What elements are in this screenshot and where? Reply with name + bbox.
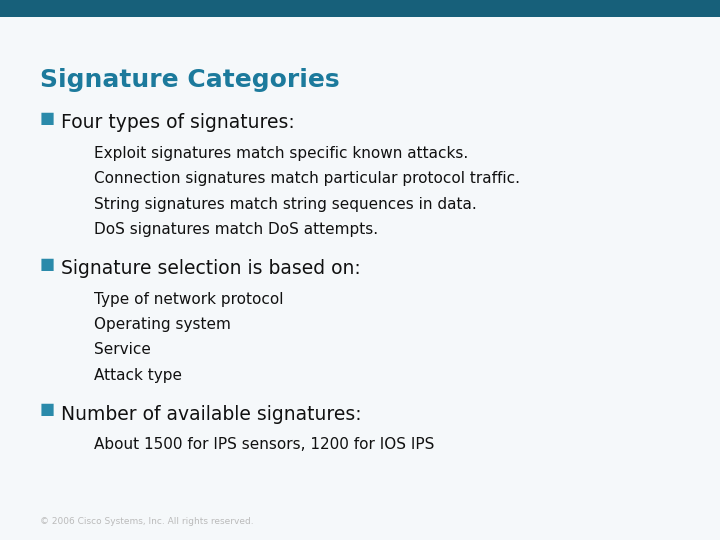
Text: ■: ■	[40, 402, 55, 417]
Text: ■: ■	[40, 111, 55, 126]
Text: Service: Service	[94, 342, 150, 357]
Text: Signature Categories: Signature Categories	[40, 68, 339, 91]
Text: Number of available signatures:: Number of available signatures:	[61, 405, 362, 424]
Text: ■: ■	[40, 256, 55, 272]
Text: Exploit signatures match specific known attacks.: Exploit signatures match specific known …	[94, 146, 468, 161]
Text: © 2006 Cisco Systems, Inc. All rights reserved.: © 2006 Cisco Systems, Inc. All rights re…	[40, 517, 253, 526]
Text: Signature selection is based on:: Signature selection is based on:	[61, 259, 361, 278]
Bar	[0, 0, 720, 17]
Text: Operating system: Operating system	[94, 317, 230, 332]
Text: DoS signatures match DoS attempts.: DoS signatures match DoS attempts.	[94, 222, 378, 237]
Text: String signatures match string sequences in data.: String signatures match string sequences…	[94, 197, 477, 212]
Text: Four types of signatures:: Four types of signatures:	[61, 113, 295, 132]
Text: About 1500 for IPS sensors, 1200 for IOS IPS: About 1500 for IPS sensors, 1200 for IOS…	[94, 437, 434, 453]
Text: Connection signatures match particular protocol traffic.: Connection signatures match particular p…	[94, 171, 520, 186]
Text: Type of network protocol: Type of network protocol	[94, 292, 283, 307]
Text: Attack type: Attack type	[94, 368, 181, 383]
